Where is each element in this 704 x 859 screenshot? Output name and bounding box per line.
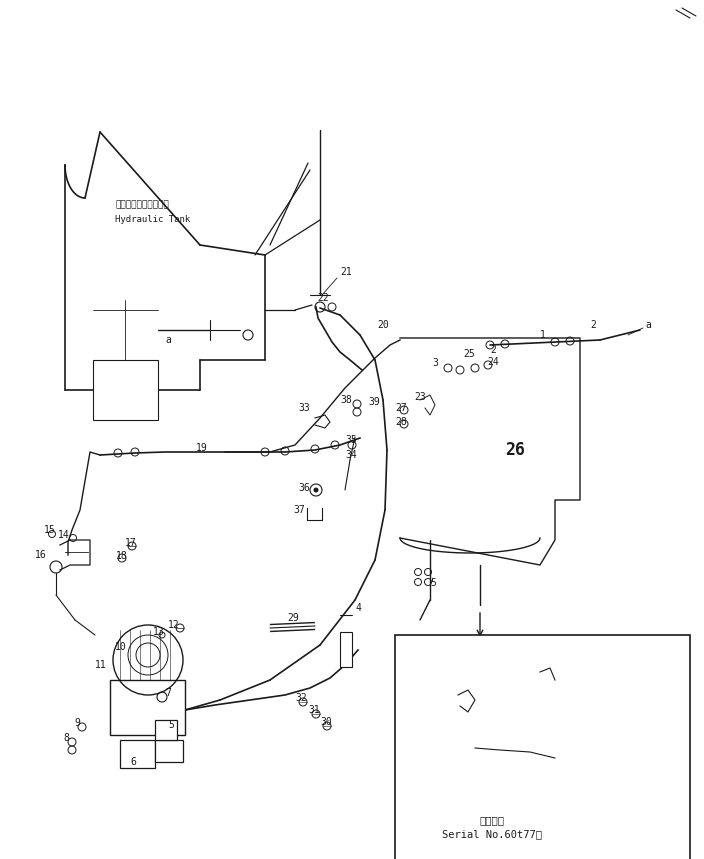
Text: 27: 27 bbox=[428, 705, 440, 715]
Bar bbox=[340, 632, 352, 667]
Text: 31: 31 bbox=[308, 705, 320, 715]
Text: 5: 5 bbox=[430, 578, 436, 588]
Text: 26: 26 bbox=[505, 441, 525, 459]
Text: 35: 35 bbox=[345, 435, 357, 445]
Text: 28: 28 bbox=[428, 717, 440, 727]
Text: 32: 32 bbox=[295, 693, 307, 703]
Text: 16: 16 bbox=[35, 550, 46, 560]
Text: 10: 10 bbox=[115, 642, 127, 652]
Text: 適用号機: 適用号機 bbox=[479, 815, 505, 825]
Text: 20: 20 bbox=[377, 320, 389, 330]
Text: 23: 23 bbox=[455, 683, 467, 693]
Text: 17: 17 bbox=[125, 538, 137, 548]
Text: 27: 27 bbox=[395, 403, 407, 413]
Bar bbox=[110, 680, 185, 735]
Text: 39: 39 bbox=[368, 397, 379, 407]
Bar bbox=[155, 720, 177, 740]
Text: 38: 38 bbox=[340, 395, 352, 405]
Text: 23: 23 bbox=[414, 392, 426, 402]
Text: 2: 2 bbox=[490, 345, 496, 355]
Text: 14: 14 bbox=[58, 530, 70, 540]
Text: 24: 24 bbox=[570, 665, 582, 675]
Text: 26: 26 bbox=[575, 750, 586, 760]
Text: 15: 15 bbox=[44, 525, 56, 535]
Text: 25: 25 bbox=[535, 660, 547, 670]
Text: 37: 37 bbox=[293, 505, 305, 515]
Text: 7: 7 bbox=[165, 688, 171, 698]
Text: Serial No.60t77～: Serial No.60t77～ bbox=[442, 829, 542, 839]
Text: 6: 6 bbox=[130, 757, 136, 767]
Text: 24: 24 bbox=[487, 357, 498, 367]
Text: 11: 11 bbox=[95, 660, 107, 670]
Bar bbox=[120, 740, 155, 768]
Text: 12: 12 bbox=[168, 620, 180, 630]
Text: 13: 13 bbox=[153, 627, 165, 637]
Text: a: a bbox=[165, 335, 171, 345]
Text: ハイドロリックタンク: ハイドロリックタンク bbox=[115, 200, 169, 210]
Text: 5: 5 bbox=[168, 720, 174, 730]
Text: a: a bbox=[645, 320, 651, 330]
Text: 25: 25 bbox=[463, 349, 474, 359]
Text: 18: 18 bbox=[116, 551, 127, 561]
Text: 29: 29 bbox=[287, 613, 298, 623]
Text: 30: 30 bbox=[320, 717, 332, 727]
Bar bbox=[395, 635, 690, 859]
Bar bbox=[93, 360, 158, 420]
Text: 4: 4 bbox=[355, 603, 361, 613]
Text: 8: 8 bbox=[63, 733, 69, 743]
Bar bbox=[155, 740, 183, 762]
Text: 36: 36 bbox=[298, 483, 310, 493]
Text: 28: 28 bbox=[395, 417, 407, 427]
Text: 3: 3 bbox=[473, 743, 479, 753]
Text: 19: 19 bbox=[196, 443, 208, 453]
Circle shape bbox=[314, 488, 318, 492]
Text: 2: 2 bbox=[590, 320, 596, 330]
Text: 9: 9 bbox=[74, 718, 80, 728]
Text: 21: 21 bbox=[340, 267, 352, 277]
Text: 33: 33 bbox=[298, 403, 310, 413]
Text: 22: 22 bbox=[317, 293, 329, 303]
Text: 3: 3 bbox=[432, 358, 438, 368]
Text: 1: 1 bbox=[540, 330, 546, 340]
Text: Hydraulic Tank: Hydraulic Tank bbox=[115, 216, 190, 224]
Text: 34: 34 bbox=[345, 450, 357, 460]
